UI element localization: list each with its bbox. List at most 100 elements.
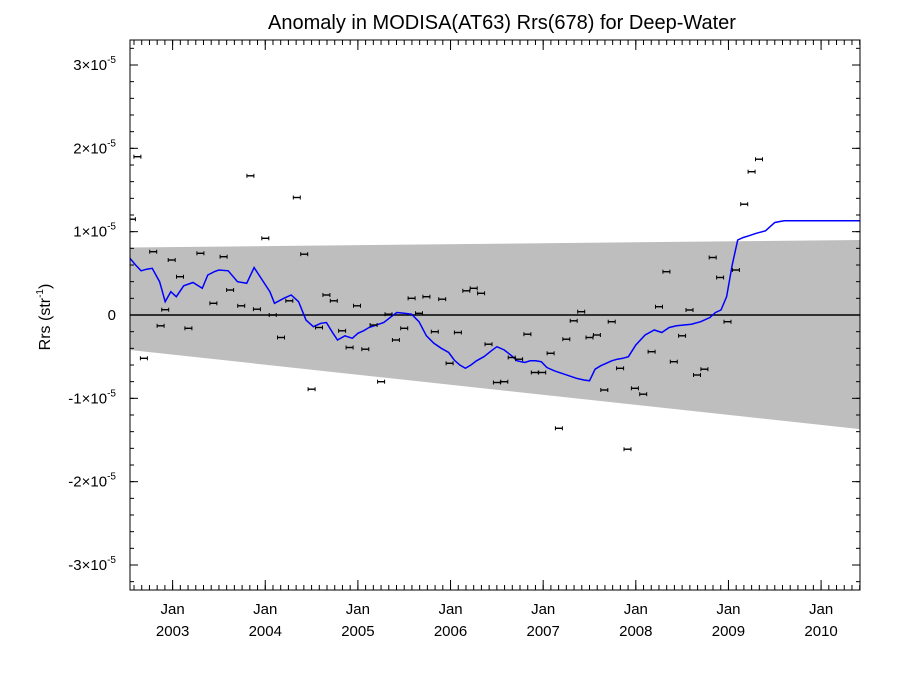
anomaly-point: [361, 347, 370, 352]
y-tick-label-mantissa: 2×10: [73, 140, 107, 157]
anomaly-point: [219, 254, 228, 259]
anomaly-point: [453, 330, 462, 335]
x-tick-label-year: 2004: [249, 623, 282, 640]
anomaly-point: [523, 332, 532, 337]
anomaly-point: [0, 0, 4, 2]
anomaly-point: [484, 342, 493, 347]
anomaly-point: [655, 304, 663, 309]
anomaly-point: [407, 296, 416, 301]
smoothed-series-line: [130, 220, 860, 382]
anomaly-point: [723, 319, 732, 324]
anomaly-point: [693, 373, 701, 377]
y-tick-label-exponent: -5: [107, 388, 116, 399]
y-tick-label-mantissa: -2×10: [68, 474, 107, 491]
x-tick-label-month: Jan: [438, 601, 462, 618]
x-tick-label-year: 2007: [526, 623, 559, 640]
anomaly-point: [700, 367, 709, 372]
anomaly-point: [156, 323, 165, 328]
anomaly-point: [167, 258, 176, 262]
anomaly-point: [149, 249, 158, 254]
anomaly-point: [139, 356, 148, 361]
anomaly-point: [277, 335, 285, 340]
y-tick-label-mantissa: -1×10: [68, 390, 107, 407]
anomaly-point: [0, 0, 4, 2]
plot-area: [0, 0, 860, 452]
anomaly-point: [538, 370, 547, 375]
y-tick-label-mantissa: 0: [108, 307, 116, 324]
anomaly-point: [315, 325, 323, 330]
anomaly-point: [708, 255, 717, 260]
y-tick-label-exponent: -5: [107, 55, 116, 66]
x-tick-label-month: Jan: [624, 601, 648, 618]
anomaly-point: [755, 157, 763, 162]
anomaly-point: [300, 252, 309, 257]
y-tick-label-mantissa: -3×10: [68, 557, 107, 574]
anomaly-point: [226, 288, 235, 292]
anomaly-point: [500, 379, 509, 384]
x-tick-label-month: Jan: [161, 601, 185, 618]
y-tick-label-mantissa: 3×10: [73, 57, 107, 74]
y-axis-label: Rrs (str-1): [35, 284, 54, 351]
anomaly-point: [292, 195, 301, 200]
anomaly-point: [322, 293, 331, 297]
x-tick-label-year: 2003: [156, 623, 189, 640]
x-tick-label-year: 2009: [712, 623, 745, 640]
anomaly-point: [196, 251, 205, 256]
y-axis-label-base: Rrs (str: [37, 297, 54, 350]
anomaly-point: [669, 359, 678, 364]
anomaly-point: [285, 298, 294, 303]
x-tick-label-year: 2006: [434, 623, 467, 640]
anomaly-point: [562, 337, 571, 342]
anomaly-point: [268, 313, 277, 317]
anomaly-point: [430, 329, 439, 334]
anomaly-point: [133, 154, 142, 159]
anomaly-point: [607, 319, 616, 324]
x-tick-label-year: 2008: [619, 623, 652, 640]
anomaly-point: [0, 0, 4, 2]
x-tick-label-month: Jan: [253, 601, 277, 618]
anomaly-point: [438, 297, 447, 302]
anomaly-point: [237, 303, 246, 308]
anomaly-point: [469, 286, 478, 291]
anomaly-point: [0, 0, 4, 2]
y-tick-label: 3×10-5: [73, 55, 116, 74]
anomaly-point: [261, 236, 270, 241]
anomaly-point: [130, 217, 136, 222]
anomaly-point: [184, 326, 193, 331]
anomaly-point: [252, 307, 261, 312]
x-tick-label-year: 2010: [804, 623, 837, 640]
anomaly-point: [0, 0, 4, 2]
x-tick-label-month: Jan: [809, 601, 833, 618]
anomaly-point: [747, 169, 756, 174]
anomaly-point: [246, 173, 255, 178]
y-tick-label-mantissa: 1×10: [73, 224, 107, 241]
anomaly-point: [0, 0, 4, 2]
chart-title: Anomaly in MODISA(AT63) Rrs(678) for Dee…: [268, 12, 736, 34]
anomaly-point: [391, 338, 400, 342]
anomaly-point: [369, 323, 378, 327]
anomaly-point: [546, 351, 555, 356]
x-tick-label-month: Jan: [531, 601, 555, 618]
x-tick-label-year: 2005: [341, 623, 374, 640]
anomaly-point: [716, 275, 725, 280]
anomaly-point: [0, 0, 4, 2]
anomaly-point: [647, 349, 656, 354]
anomaly-point: [329, 298, 338, 303]
y-tick-label-exponent: -5: [107, 222, 116, 233]
x-tick-label-month: Jan: [346, 601, 370, 618]
anomaly-point: [400, 326, 409, 331]
anomaly-point: [0, 0, 4, 2]
axes: -3×10-5-2×10-5-1×10-501×10-52×10-53×10-5…: [68, 39, 861, 640]
anomaly-point: [161, 307, 170, 312]
y-tick-label: 1×10-5: [73, 222, 116, 241]
anomaly-point: [445, 361, 454, 366]
anomaly-point: [477, 291, 486, 296]
anomaly-point: [662, 269, 671, 274]
anomaly-point: [0, 0, 4, 2]
y-tick-label-exponent: -5: [107, 472, 116, 483]
anomaly-point: [554, 426, 563, 431]
anomaly-point: [0, 0, 4, 2]
y-tick-label: 0: [108, 307, 116, 324]
